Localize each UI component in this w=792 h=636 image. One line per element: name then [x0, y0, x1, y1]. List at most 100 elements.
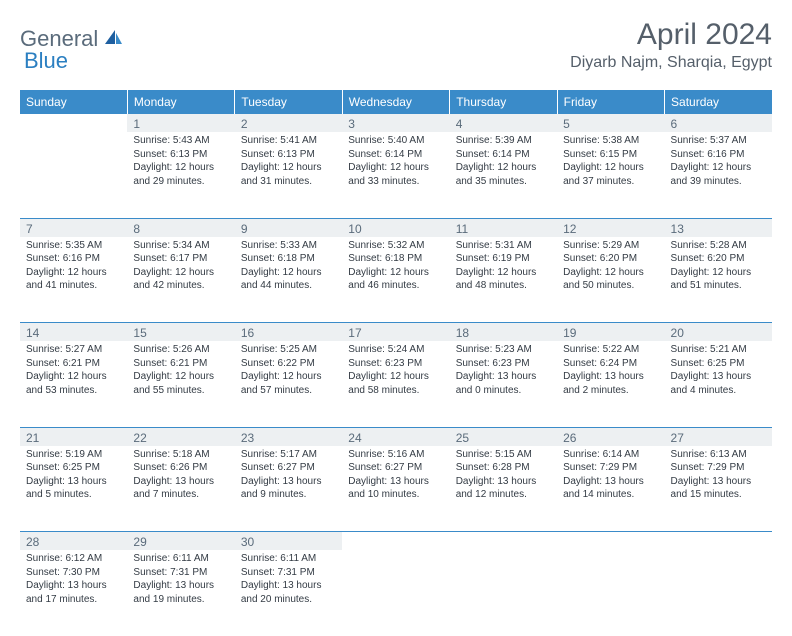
- day-info-cell: Sunrise: 5:35 AMSunset: 6:16 PMDaylight:…: [20, 237, 127, 323]
- sunrise-text: Sunrise: 5:39 AM: [456, 134, 551, 148]
- daylight-text: and 50 minutes.: [563, 279, 658, 293]
- daylight-text: and 14 minutes.: [563, 488, 658, 502]
- weekday-header: Wednesday: [342, 90, 449, 114]
- sunset-text: Sunset: 6:22 PM: [241, 357, 336, 371]
- brand-name-blue: Blue: [24, 48, 68, 73]
- day-info-cell: [665, 550, 772, 636]
- sunrise-text: Sunrise: 5:35 AM: [26, 239, 121, 253]
- daylight-text: Daylight: 13 hours: [563, 475, 658, 489]
- day-number-cell: 26: [557, 427, 664, 446]
- day-number-cell: 13: [665, 218, 772, 237]
- day-number-cell: 11: [450, 218, 557, 237]
- sunset-text: Sunset: 7:29 PM: [563, 461, 658, 475]
- daylight-text: and 17 minutes.: [26, 593, 121, 607]
- info-row: Sunrise: 5:35 AMSunset: 6:16 PMDaylight:…: [20, 237, 772, 323]
- daylight-text: and 10 minutes.: [348, 488, 443, 502]
- daylight-text: Daylight: 13 hours: [671, 370, 766, 384]
- daylight-text: and 9 minutes.: [241, 488, 336, 502]
- day-number: 16: [241, 326, 254, 340]
- day-number-cell: 2: [235, 114, 342, 132]
- daylight-text: Daylight: 12 hours: [671, 161, 766, 175]
- daylight-text: Daylight: 12 hours: [348, 161, 443, 175]
- day-number-cell: 22: [127, 427, 234, 446]
- daylight-text: Daylight: 12 hours: [456, 161, 551, 175]
- sunrise-text: Sunrise: 5:26 AM: [133, 343, 228, 357]
- daylight-text: and 7 minutes.: [133, 488, 228, 502]
- day-number-cell: 4: [450, 114, 557, 132]
- sunset-text: Sunset: 6:17 PM: [133, 252, 228, 266]
- daylight-text: Daylight: 12 hours: [348, 266, 443, 280]
- daynum-row: 123456: [20, 114, 772, 132]
- sunrise-text: Sunrise: 5:17 AM: [241, 448, 336, 462]
- sunset-text: Sunset: 6:21 PM: [26, 357, 121, 371]
- day-info-cell: Sunrise: 5:33 AMSunset: 6:18 PMDaylight:…: [235, 237, 342, 323]
- daylight-text: and 29 minutes.: [133, 175, 228, 189]
- day-number-cell: 17: [342, 323, 449, 342]
- sunrise-text: Sunrise: 5:22 AM: [563, 343, 658, 357]
- day-number-cell: 7: [20, 218, 127, 237]
- day-number: 7: [26, 222, 33, 236]
- sunrise-text: Sunrise: 5:29 AM: [563, 239, 658, 253]
- info-row: Sunrise: 5:43 AMSunset: 6:13 PMDaylight:…: [20, 132, 772, 218]
- daylight-text: Daylight: 13 hours: [133, 579, 228, 593]
- day-info-cell: Sunrise: 6:14 AMSunset: 7:29 PMDaylight:…: [557, 446, 664, 532]
- day-number: 30: [241, 535, 254, 549]
- day-number: 19: [563, 326, 576, 340]
- day-info-cell: Sunrise: 5:34 AMSunset: 6:17 PMDaylight:…: [127, 237, 234, 323]
- day-number: 22: [133, 431, 146, 445]
- sunrise-text: Sunrise: 5:23 AM: [456, 343, 551, 357]
- sunset-text: Sunset: 6:21 PM: [133, 357, 228, 371]
- weekday-header: Monday: [127, 90, 234, 114]
- sunset-text: Sunset: 6:19 PM: [456, 252, 551, 266]
- sunset-text: Sunset: 6:27 PM: [348, 461, 443, 475]
- sunrise-text: Sunrise: 5:19 AM: [26, 448, 121, 462]
- sunrise-text: Sunrise: 5:43 AM: [133, 134, 228, 148]
- day-info-cell: Sunrise: 6:11 AMSunset: 7:31 PMDaylight:…: [127, 550, 234, 636]
- daylight-text: and 53 minutes.: [26, 384, 121, 398]
- day-number-cell: 15: [127, 323, 234, 342]
- daynum-row: 14151617181920: [20, 323, 772, 342]
- weekday-header-row: Sunday Monday Tuesday Wednesday Thursday…: [20, 90, 772, 114]
- day-number-cell: 6: [665, 114, 772, 132]
- daylight-text: Daylight: 12 hours: [133, 266, 228, 280]
- day-info-cell: Sunrise: 5:18 AMSunset: 6:26 PMDaylight:…: [127, 446, 234, 532]
- day-number-cell: 1: [127, 114, 234, 132]
- day-info-cell: Sunrise: 6:12 AMSunset: 7:30 PMDaylight:…: [20, 550, 127, 636]
- sunset-text: Sunset: 6:20 PM: [671, 252, 766, 266]
- daylight-text: and 5 minutes.: [26, 488, 121, 502]
- day-info-cell: Sunrise: 5:38 AMSunset: 6:15 PMDaylight:…: [557, 132, 664, 218]
- calendar-table: Sunday Monday Tuesday Wednesday Thursday…: [20, 90, 772, 636]
- daylight-text: and 31 minutes.: [241, 175, 336, 189]
- day-info-cell: [20, 132, 127, 218]
- day-info-cell: Sunrise: 5:29 AMSunset: 6:20 PMDaylight:…: [557, 237, 664, 323]
- daylight-text: Daylight: 13 hours: [26, 579, 121, 593]
- sunset-text: Sunset: 6:28 PM: [456, 461, 551, 475]
- day-number-cell: 28: [20, 532, 127, 551]
- day-number: 12: [563, 222, 576, 236]
- daylight-text: and 2 minutes.: [563, 384, 658, 398]
- day-number: 26: [563, 431, 576, 445]
- daylight-text: and 0 minutes.: [456, 384, 551, 398]
- sunrise-text: Sunrise: 6:13 AM: [671, 448, 766, 462]
- sunrise-text: Sunrise: 5:40 AM: [348, 134, 443, 148]
- daylight-text: Daylight: 12 hours: [26, 370, 121, 384]
- day-info-cell: Sunrise: 5:23 AMSunset: 6:23 PMDaylight:…: [450, 341, 557, 427]
- day-number-cell: 27: [665, 427, 772, 446]
- info-row: Sunrise: 5:19 AMSunset: 6:25 PMDaylight:…: [20, 446, 772, 532]
- daylight-text: and 58 minutes.: [348, 384, 443, 398]
- sunset-text: Sunset: 7:30 PM: [26, 566, 121, 580]
- day-number: 11: [456, 222, 468, 236]
- day-info-cell: Sunrise: 6:11 AMSunset: 7:31 PMDaylight:…: [235, 550, 342, 636]
- sail-icon: [103, 28, 123, 51]
- sunrise-text: Sunrise: 5:24 AM: [348, 343, 443, 357]
- day-number-cell: 14: [20, 323, 127, 342]
- sunrise-text: Sunrise: 5:16 AM: [348, 448, 443, 462]
- day-number: 27: [671, 431, 684, 445]
- day-number-cell: 29: [127, 532, 234, 551]
- daylight-text: Daylight: 13 hours: [456, 370, 551, 384]
- day-number-cell: 24: [342, 427, 449, 446]
- day-number-cell: 10: [342, 218, 449, 237]
- daynum-row: 2829 30: [20, 532, 772, 551]
- daylight-text: Daylight: 13 hours: [348, 475, 443, 489]
- sunset-text: Sunset: 6:26 PM: [133, 461, 228, 475]
